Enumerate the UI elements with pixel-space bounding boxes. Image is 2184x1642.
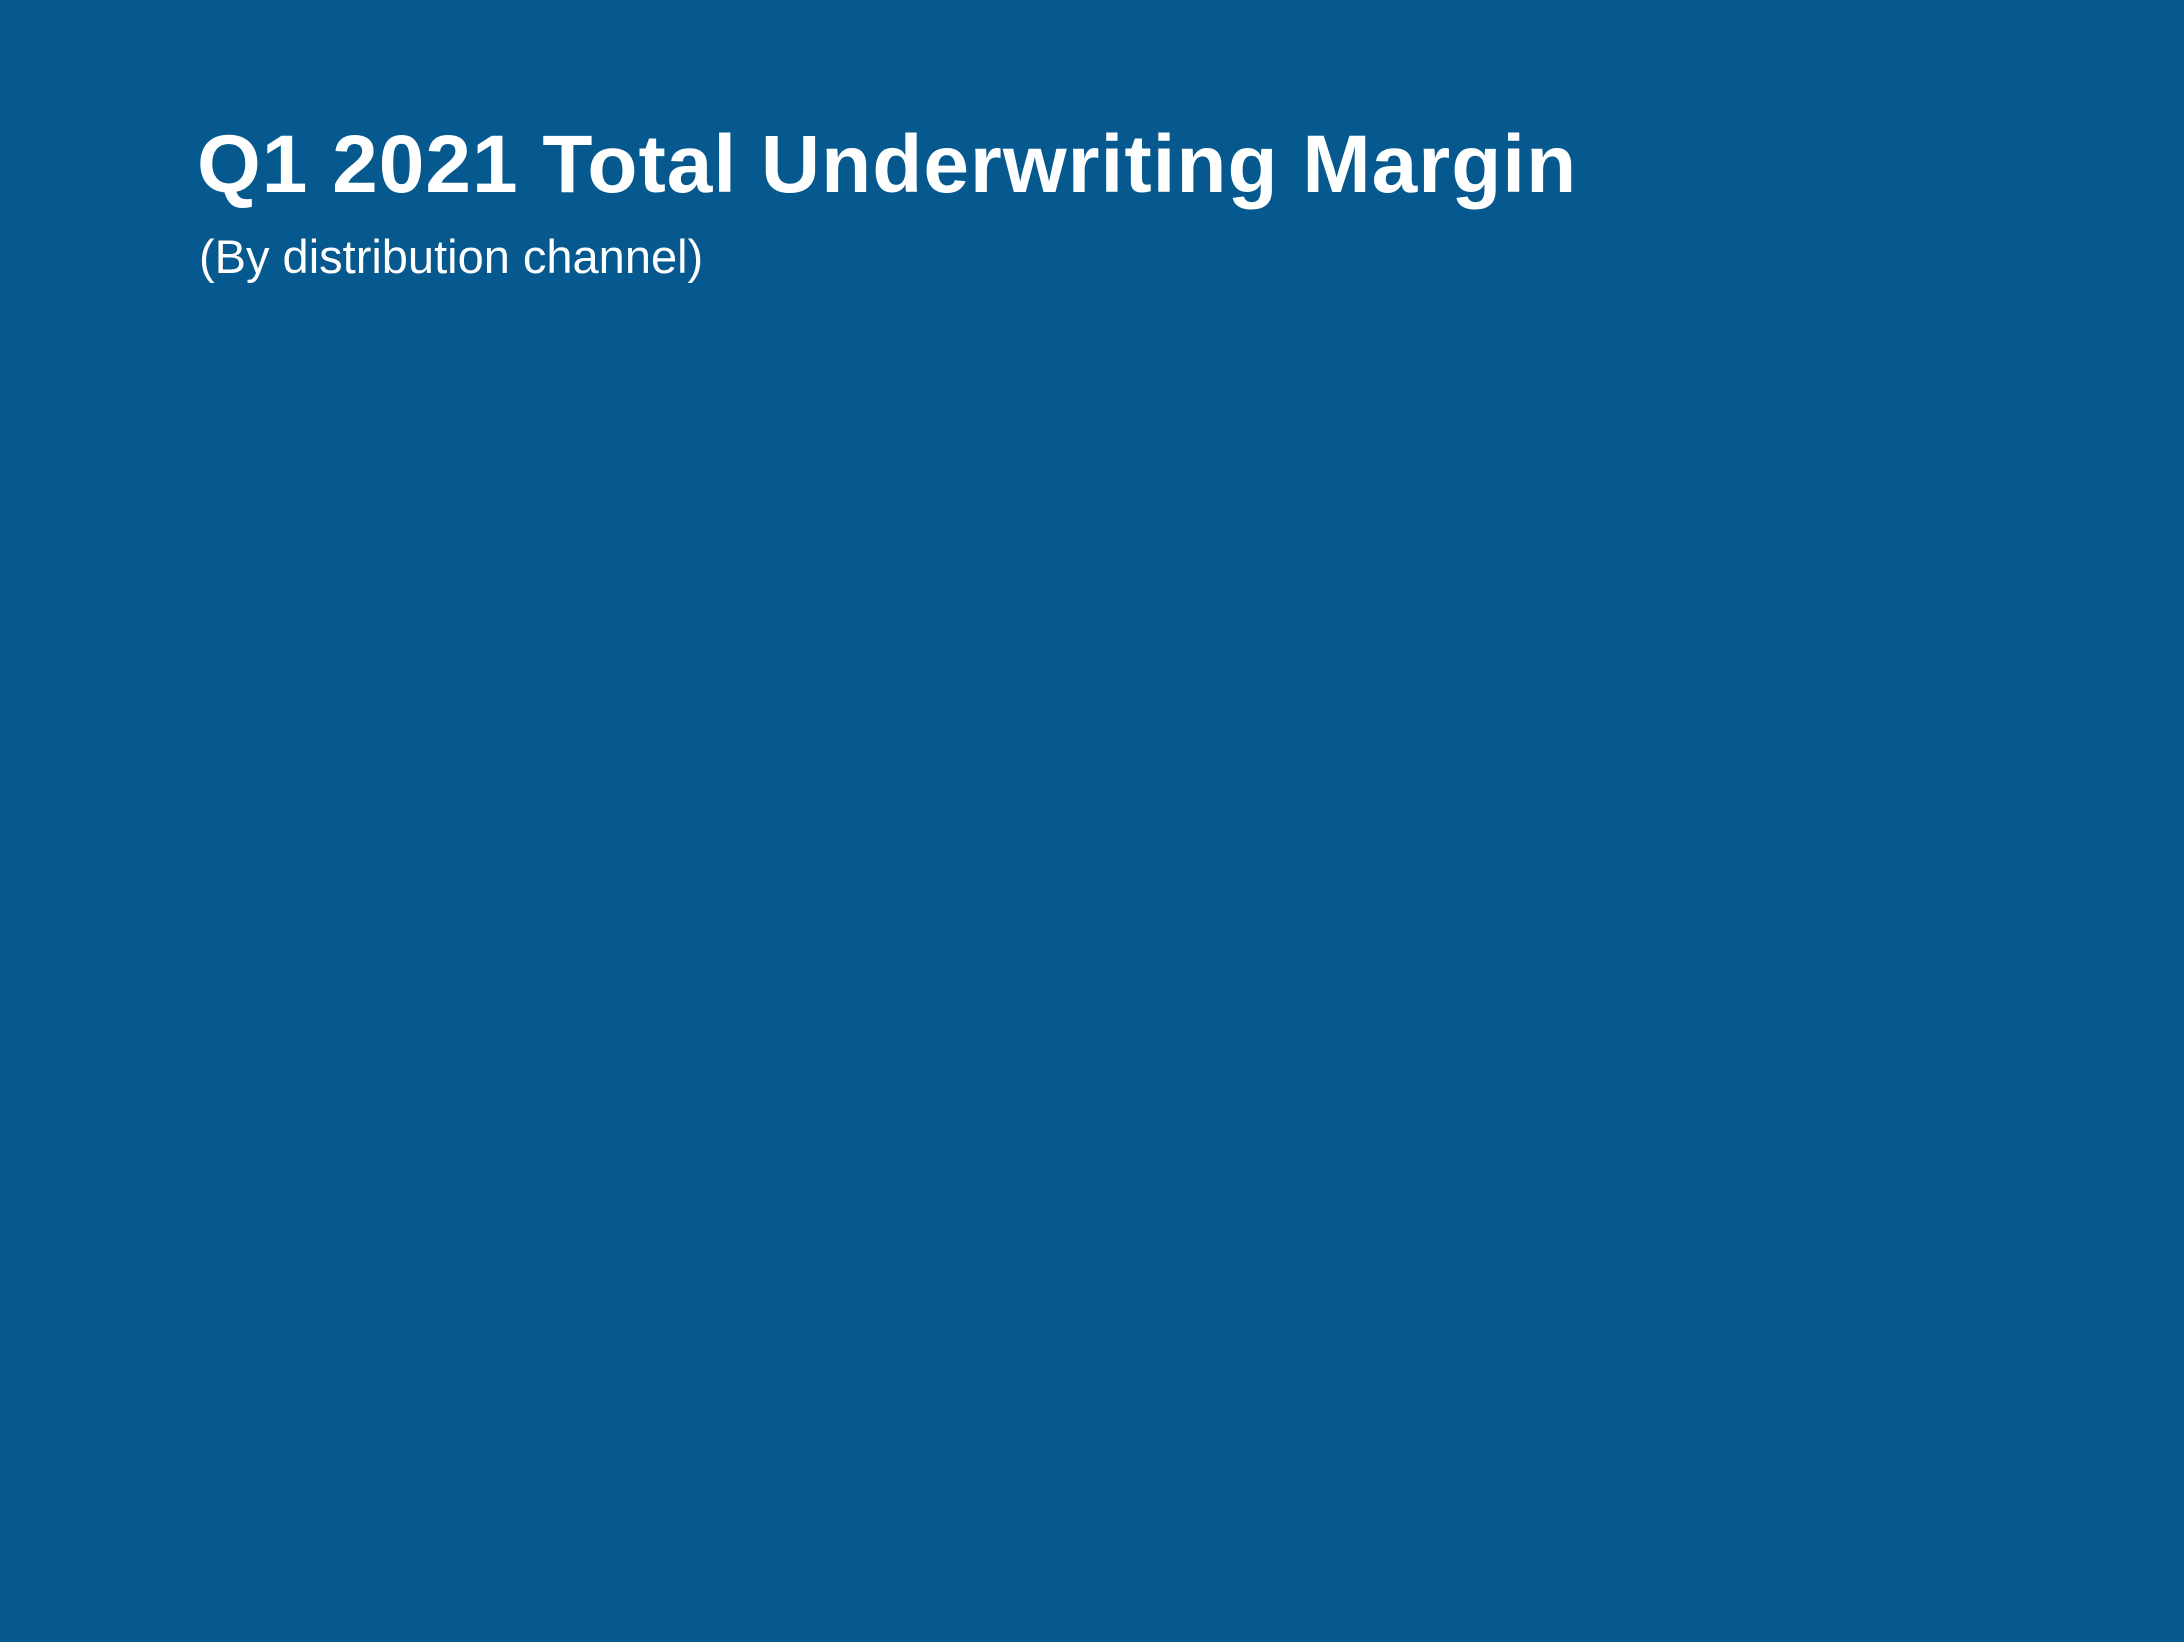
chart-title: Q1 2021 Total Underwriting Margin <box>197 119 1578 210</box>
chart-subtitle: (By distribution channel) <box>199 230 704 283</box>
